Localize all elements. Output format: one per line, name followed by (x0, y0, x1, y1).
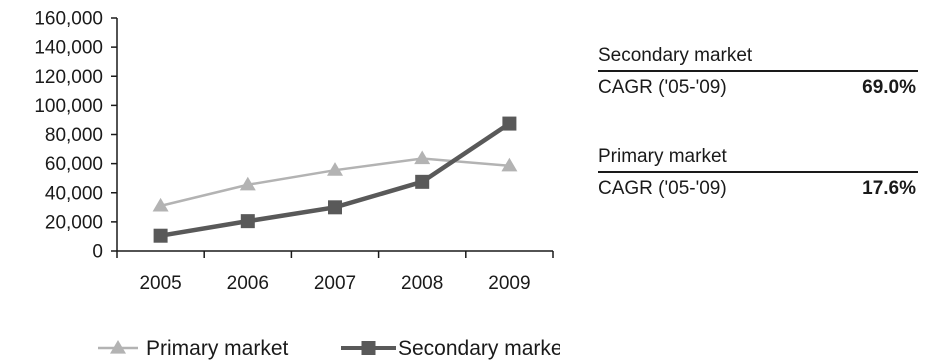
x-axis: 2005 2006 2007 2008 2009 (116, 250, 554, 294)
cagr-panel-title: Primary market (598, 146, 918, 173)
data-point (361, 341, 376, 355)
legend: Primary market Secondary market (98, 337, 560, 360)
y-tick-label: 40,000 (45, 183, 103, 204)
series-secondary-market (153, 116, 517, 243)
data-point (328, 200, 342, 215)
cagr-value: 69.0% (862, 77, 916, 98)
line-chart: 0 20,000 40,000 60,000 80,000 100,000 120,000 1… (34, 9, 560, 361)
y-tick-label: 80,000 (45, 125, 103, 146)
data-point (327, 162, 343, 176)
legend-label: Secondary market (398, 337, 560, 360)
x-tick-label: 2007 (314, 273, 356, 294)
cagr-label: CAGR ('05-'09) (598, 77, 727, 98)
data-point (501, 157, 518, 172)
data-point (240, 214, 255, 229)
series-layer (152, 116, 518, 243)
y-tick-label: 20,000 (45, 212, 103, 233)
x-tick-label: 2009 (488, 273, 530, 294)
x-tick-label: 2005 (139, 273, 181, 294)
y-tick-label: 120,000 (34, 67, 103, 88)
cagr-value: 17.6% (862, 178, 916, 199)
cagr-label: CAGR ('05-'09) (598, 178, 727, 199)
y-tick-label: 160,000 (34, 9, 103, 30)
data-point (239, 176, 256, 191)
y-tick-label: 140,000 (34, 38, 103, 59)
data-point (502, 116, 517, 131)
y-axis: 0 20,000 40,000 60,000 80,000 100,000 120,000 1… (34, 9, 118, 263)
legend-item: Primary market (98, 337, 289, 360)
data-point (110, 340, 126, 354)
cagr-row: CAGR ('05-'09) 17.6% (598, 173, 918, 201)
y-tick-label: 60,000 (45, 154, 103, 175)
data-point (152, 197, 169, 212)
cagr-panel-secondary: Secondary market CAGR ('05-'09) 69.0% (598, 45, 918, 100)
series-line (160, 121, 511, 238)
y-tick-label: 100,000 (34, 96, 103, 117)
data-point (415, 174, 430, 189)
cagr-row: CAGR ('05-'09) 69.0% (598, 72, 918, 100)
x-tick-label: 2008 (401, 273, 443, 294)
cagr-panel-primary: Primary market CAGR ('05-'09) 17.6% (598, 146, 918, 201)
data-point (414, 150, 431, 165)
legend-item: Secondary market (341, 337, 560, 360)
y-tick-label: 0 (92, 242, 103, 263)
x-tick-label: 2006 (227, 273, 269, 294)
cagr-panel-title: Secondary market (598, 45, 918, 72)
legend-label: Primary market (146, 337, 289, 360)
data-point (153, 228, 168, 243)
